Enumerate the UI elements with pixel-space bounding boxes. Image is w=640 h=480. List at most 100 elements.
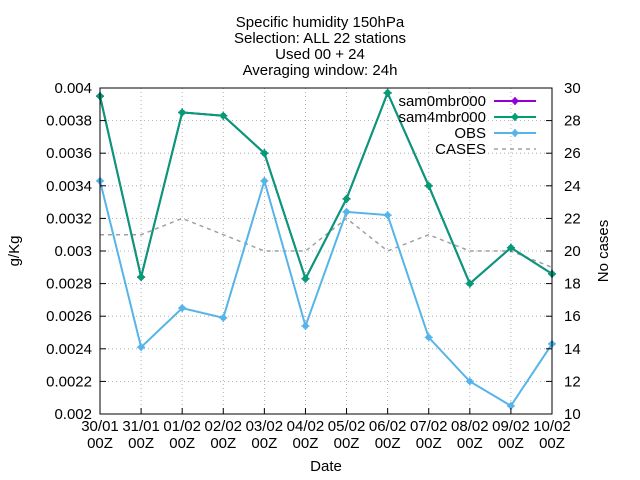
x-tick-label-hour: 00Z [539,435,565,452]
series-line [100,217,553,268]
data-point-dot [138,274,145,281]
grid-lines [100,88,552,414]
x-tick-label-date: 08/02 [451,418,489,435]
series-cases [100,217,553,268]
data-point [511,113,519,121]
y2-tick-label: 20 [564,243,581,260]
data-point-dot [261,150,268,157]
data-point-dot [512,130,518,136]
y2-tick-label: 28 [564,113,581,130]
x-tick-label-date: 09/02 [492,418,530,435]
y2-tick-label: 16 [564,308,581,325]
series-sam4mbr000 [96,88,556,288]
data-point [301,274,310,283]
data-point-dot [512,114,518,120]
data-point [219,313,228,322]
legend-item: sam0mbr000 [398,93,536,110]
x-tick-label-date: 04/02 [287,418,325,435]
legend-label: sam4mbr000 [398,109,486,126]
legend-item: CASES [435,141,536,158]
data-point-dot [507,244,514,251]
title-line: Used 00 + 24 [275,46,365,63]
x-tick-label-hour: 00Z [251,435,277,452]
legend-label: sam0mbr000 [398,93,486,110]
data-point [424,333,433,342]
data-point [342,194,351,203]
data-point-dot [302,322,309,329]
series-obs [96,176,556,410]
data-point [301,321,310,330]
series-line [99,90,553,286]
x-tick-label-hour: 00Z [334,435,360,452]
legend-label: OBS [454,125,486,142]
data-point-dot [512,98,518,104]
data-point [424,181,433,190]
x-tick-label-hour: 00Z [416,435,442,452]
data-point [260,176,269,185]
x-tick-label-date: 05/02 [328,418,366,435]
y2-tick-label: 18 [564,276,581,293]
x-tick-label-hour: 00Z [210,435,236,452]
data-point [137,273,146,282]
data-point [506,243,515,252]
x-tick-label-date: 10/02 [533,418,571,435]
y-axis-label: g/Kg [6,236,23,267]
x-tick-label-hour: 00Z [128,435,154,452]
y-tick-label: 0.0028 [46,276,92,293]
data-point [178,304,187,313]
data-point [465,377,474,386]
y2-axis-label: No cases [595,220,612,283]
data-point-dot [343,208,350,215]
data-point [465,279,474,288]
axes: 0.002 0.0022 0.0024 0.0026 0.0028 0.003 0.0032… [6,80,612,475]
y2-tick-label: 26 [564,145,581,162]
y-tick-label: 0.0026 [46,308,92,325]
x-tick-label-hour: 00Z [375,435,401,452]
y2-tick-label: 30 [564,80,581,97]
data-point-dot [179,305,186,312]
y-tick-label: 0.0034 [46,178,92,195]
x-tick-label-hour: 00Z [87,435,113,452]
x-tick-label-date: 01/02 [163,418,201,435]
x-tick-label-date: 31/01 [122,418,160,435]
data-point-dot [179,109,186,116]
data-point-dot [425,182,432,189]
data-point-dot [220,314,227,321]
y2-tick-label: 10 [564,406,581,423]
x-tick-label-date: 03/02 [246,418,284,435]
data-point-dot [507,402,514,409]
title-line: Specific humidity 150hPa [236,14,405,31]
x-tick-label-hour: 00Z [293,435,319,452]
series-line [99,177,553,408]
data-point-dot [138,344,145,351]
data-point [383,211,392,220]
x-tick-label-date: 06/02 [369,418,407,435]
y2-tick-label: 14 [564,341,581,358]
y-tick-label: 0.004 [54,80,92,97]
title-line: Selection: ALL 22 stations [234,30,406,47]
x-axis-label: Date [310,458,342,475]
data-point [178,108,187,117]
data-point [511,129,519,137]
x-tick-label-date: 07/02 [410,418,448,435]
y-tick-label: 0.0036 [46,145,92,162]
data-point-dot [425,334,432,341]
data-point-dot [384,89,391,96]
y-tick-label: 0.0024 [46,341,92,358]
data-point [260,149,269,158]
data-point-dot [343,195,350,202]
data-point [511,97,519,105]
y-tick-label: 0.0032 [46,210,92,227]
title-line: Averaging window: 24h [243,62,398,79]
x-tick-label-hour: 00Z [498,435,524,452]
x-tick-label-hour: 00Z [457,435,483,452]
x-tick-label-date: 30/01 [81,418,119,435]
data-point-dot [466,280,473,287]
y-tick-label: 0.002 [54,406,92,423]
data-point-dot [384,212,391,219]
y2-tick-label: 12 [564,373,581,390]
